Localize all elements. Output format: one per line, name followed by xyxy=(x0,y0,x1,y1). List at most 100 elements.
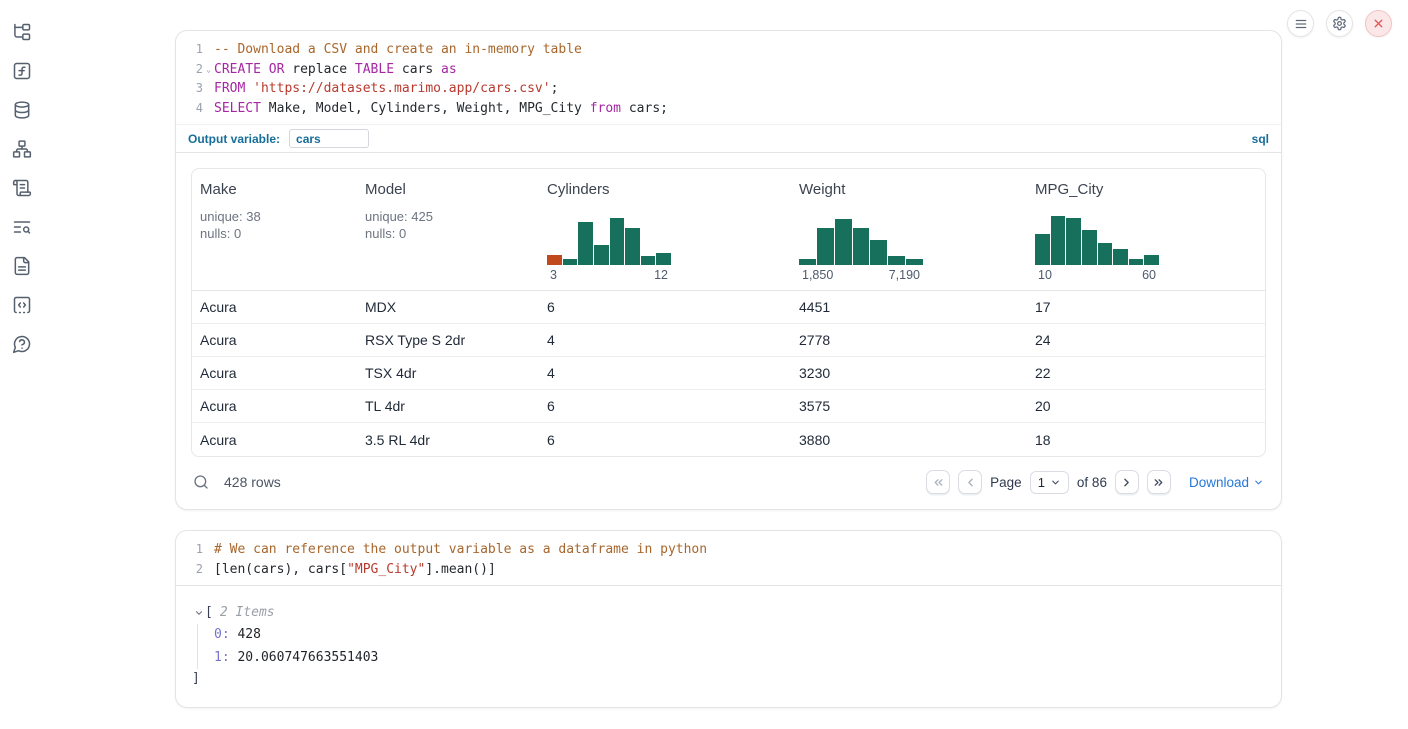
fold-marker-icon[interactable]: ⌄ xyxy=(206,64,211,74)
histogram-bar[interactable] xyxy=(870,240,888,265)
page-select[interactable]: 1 xyxy=(1029,470,1069,494)
close-icon xyxy=(1374,19,1383,28)
histogram-bar[interactable] xyxy=(547,254,562,265)
sidebar-item-dependency-graph[interactable] xyxy=(10,137,34,161)
histogram-bar[interactable] xyxy=(640,255,656,265)
network-icon xyxy=(12,140,32,158)
sidebar-item-variables[interactable] xyxy=(10,59,34,83)
table-cell: Acura xyxy=(200,398,237,414)
table-search-button[interactable] xyxy=(193,474,209,490)
output-variable-input[interactable] xyxy=(289,129,370,148)
column-name: Weight xyxy=(799,181,846,198)
histogram-bar[interactable] xyxy=(1050,215,1066,265)
sidebar-item-scratchpad[interactable] xyxy=(10,176,34,200)
python-editor[interactable]: 1 # We can reference the output variable … xyxy=(176,531,1281,585)
table-row[interactable]: Acura MDX 6 4451 17 xyxy=(192,291,1265,324)
database-icon xyxy=(14,101,30,119)
code-line[interactable]: 2 ⌄ CREATE OR replace TABLE cars as xyxy=(176,60,1281,80)
column-header-MPG_City[interactable]: MPG_City 10 60 xyxy=(1027,169,1265,290)
python-cell-output: [ 2 Items 0: 428 1: 20.060747663551403 ] xyxy=(176,585,1281,707)
histogram-Weight[interactable] xyxy=(799,213,924,265)
histogram-bar[interactable] xyxy=(799,258,816,265)
prev-page-button[interactable] xyxy=(958,470,983,494)
histogram-bar[interactable] xyxy=(1144,254,1159,265)
table-footer: 428 rows Page 1 xyxy=(191,457,1266,494)
histogram-bar[interactable] xyxy=(562,258,578,265)
histogram-bar[interactable] xyxy=(816,227,834,265)
histogram-MPG_City[interactable] xyxy=(1035,213,1159,265)
code-line[interactable]: 1 # We can reference the output variable … xyxy=(176,540,1281,560)
table-cell: TSX 4dr xyxy=(365,365,417,381)
histogram-bar[interactable] xyxy=(593,245,609,265)
menu-button[interactable] xyxy=(1287,10,1314,37)
histogram-axis: 3 12 xyxy=(550,268,668,282)
column-name: Make xyxy=(200,181,237,198)
histogram-bar[interactable] xyxy=(888,255,906,265)
first-page-button[interactable] xyxy=(926,470,951,494)
histogram-Cylinders[interactable] xyxy=(547,213,671,265)
table-row[interactable]: Acura TL 4dr 6 3575 20 xyxy=(192,390,1265,423)
table-cell: 17 xyxy=(1035,299,1051,315)
line-number: 2 ⌄ xyxy=(176,60,214,80)
language-badge: sql xyxy=(1251,131,1269,146)
sidebar-item-logs[interactable] xyxy=(10,215,34,239)
column-header-Make[interactable]: Make unique: 38 nulls: 0 xyxy=(192,169,357,290)
download-button[interactable]: Download xyxy=(1189,475,1264,490)
table-cell: TL 4dr xyxy=(365,398,405,414)
collapse-toggle-button[interactable] xyxy=(192,608,205,618)
histogram-bar[interactable] xyxy=(834,219,852,265)
helper-panel-sidebar xyxy=(0,0,44,356)
column-header-Cylinders[interactable]: Cylinders 3 12 xyxy=(539,169,791,290)
scroll-text-icon xyxy=(12,179,32,197)
sidebar-item-help[interactable] xyxy=(10,332,34,356)
sidebar-item-snippets[interactable] xyxy=(10,293,34,317)
sidebar-item-explorer[interactable] xyxy=(10,20,34,44)
chevrons-left-icon xyxy=(934,478,943,486)
page-total: of 86 xyxy=(1076,474,1107,490)
histogram-bar[interactable] xyxy=(609,218,625,265)
histogram-bar[interactable] xyxy=(1035,233,1050,265)
histogram-bar[interactable] xyxy=(1097,243,1113,265)
data-table: Make unique: 38 nulls: 0 Model unique: 425 nu… xyxy=(191,168,1266,457)
histogram-bar[interactable] xyxy=(656,252,671,265)
histogram-bar[interactable] xyxy=(625,227,640,265)
settings-button[interactable] xyxy=(1326,10,1353,37)
gear-icon xyxy=(1333,16,1346,31)
output-list: 0: 428 1: 20.060747663551403 xyxy=(197,624,1265,669)
table-row[interactable]: Acura 3.5 RL 4dr 6 3880 18 xyxy=(192,423,1265,456)
column-stats: unique: 425 nulls: 0 xyxy=(365,209,433,241)
chevron-down-icon xyxy=(1052,480,1059,484)
table-row[interactable]: Acura RSX Type S 2dr 4 2778 24 xyxy=(192,324,1265,357)
output-variable-label: Output variable: xyxy=(188,131,281,146)
sidebar-item-documentation[interactable] xyxy=(10,254,34,278)
histogram-bar[interactable] xyxy=(906,258,924,265)
histogram-bar[interactable] xyxy=(852,227,870,265)
output-list-item: 0: 428 xyxy=(214,627,261,642)
histogram-bar[interactable] xyxy=(1128,258,1144,265)
histogram-bar[interactable] xyxy=(1113,249,1128,265)
line-number: 1 xyxy=(195,542,203,556)
code-line[interactable]: 1 -- Download a CSV and create an in-memo… xyxy=(176,40,1281,60)
histogram-bar[interactable] xyxy=(578,222,593,265)
download-label: Download xyxy=(1188,474,1249,490)
column-header-Model[interactable]: Model unique: 425 nulls: 0 xyxy=(357,169,539,290)
table-cell: 3880 xyxy=(799,431,831,448)
code-line[interactable]: 4 SELECT Make, Model, Cylinders, Weight, … xyxy=(176,99,1281,119)
sidebar-item-datasources[interactable] xyxy=(10,98,34,122)
next-page-button[interactable] xyxy=(1114,470,1139,494)
sql-editor[interactable]: 1 -- Download a CSV and create an in-memo… xyxy=(176,31,1281,124)
table-cell: 6 xyxy=(547,299,555,315)
last-page-button[interactable] xyxy=(1146,470,1171,494)
histogram-bar[interactable] xyxy=(1081,229,1097,265)
table-cell: 18 xyxy=(1035,431,1051,448)
table-cell: 4451 xyxy=(799,299,831,315)
table-row[interactable]: Acura TSX 4dr 4 3230 22 xyxy=(192,357,1265,390)
code-line[interactable]: 2 [len(cars), cars["MPG_City"].mean()] xyxy=(176,560,1281,580)
column-header-Weight[interactable]: Weight 1,850 7,190 xyxy=(791,169,1027,290)
code-line[interactable]: 3 FROM 'https://datasets.marimo.app/cars.… xyxy=(176,79,1281,99)
histogram-axis: 10 60 xyxy=(1038,268,1156,282)
table-cell: RSX Type S 2dr xyxy=(365,332,466,348)
histogram-bar[interactable] xyxy=(1066,218,1081,265)
column-stats: unique: 38 nulls: 0 xyxy=(200,209,261,241)
shutdown-button[interactable] xyxy=(1365,10,1392,37)
